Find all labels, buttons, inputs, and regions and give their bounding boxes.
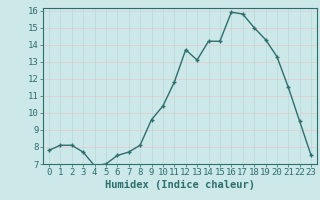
X-axis label: Humidex (Indice chaleur): Humidex (Indice chaleur) — [105, 180, 255, 190]
